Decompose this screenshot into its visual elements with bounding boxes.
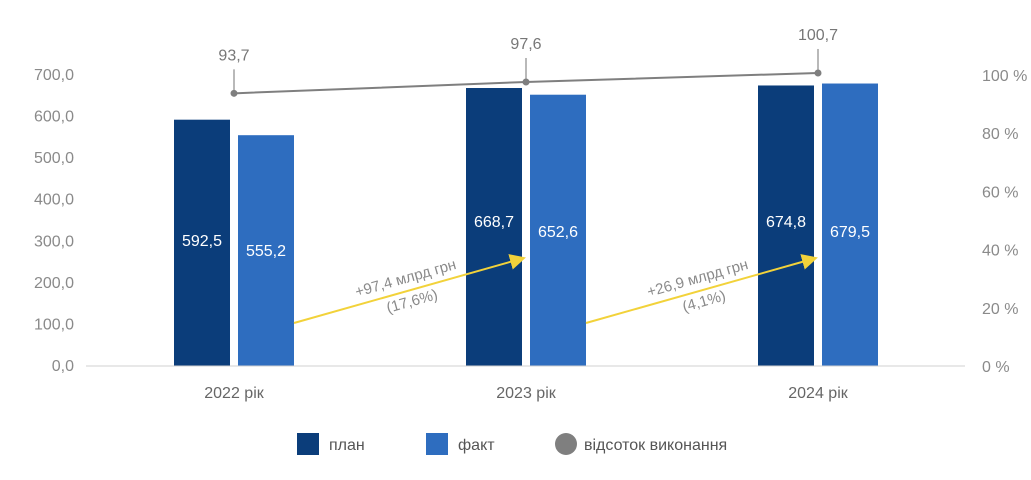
- y2-tick-label: 40 %: [982, 243, 1018, 260]
- bar-plan: [174, 119, 230, 366]
- bar-data-label: 668,7: [474, 214, 514, 231]
- y-tick-label: 500,0: [34, 150, 74, 167]
- y-tick-label: 300,0: [34, 233, 74, 250]
- legend-swatch-plan: [297, 433, 319, 455]
- growth-arrow: [293, 254, 526, 324]
- x-axis: 2022 рік 2023 рік 2024 рік: [86, 365, 965, 402]
- line-data-label: 97,6: [510, 36, 541, 53]
- y-tick-label: 0,0: [52, 358, 74, 375]
- y-axis-left: 0,0 100,0 200,0 300,0 400,0 500,0 600,0 700,0: [34, 67, 74, 375]
- legend-marker-completion: [555, 433, 577, 455]
- y-tick-label: 700,0: [34, 67, 74, 84]
- y-tick-label: 100,0: [34, 316, 74, 333]
- bar-data-label: 555,2: [246, 243, 286, 260]
- completion-line: 93,7 97,6 100,7: [218, 27, 838, 97]
- legend-label-fact: факт: [458, 437, 495, 454]
- line-point: [814, 69, 822, 77]
- bar-data-label: 674,8: [766, 214, 806, 231]
- y2-tick-label: 0 %: [982, 359, 1010, 376]
- bar-fact: [822, 83, 878, 366]
- y-tick-label: 200,0: [34, 275, 74, 292]
- line-data-label: 93,7: [218, 47, 249, 64]
- bar-fact: [530, 94, 586, 366]
- x-tick-label: 2024 рік: [788, 385, 848, 402]
- legend-label-plan: план: [329, 437, 365, 454]
- line-point: [522, 78, 530, 86]
- x-tick-label: 2023 рік: [496, 385, 556, 402]
- bar-data-label: 652,6: [538, 224, 578, 241]
- line-point: [230, 89, 238, 97]
- bar-data-label: 679,5: [830, 224, 870, 241]
- bars: [174, 83, 878, 367]
- y-tick-label: 600,0: [34, 109, 74, 126]
- bar-data-label: 592,5: [182, 233, 222, 250]
- legend-swatch-fact: [426, 433, 448, 455]
- bar-plan: [466, 88, 522, 367]
- y2-tick-label: 60 %: [982, 184, 1018, 201]
- y2-tick-label: 20 %: [982, 301, 1018, 318]
- bar-plan: [758, 85, 814, 366]
- bar-fact: [238, 135, 294, 366]
- y-axis-right: 0 % 20 % 40 % 60 % 80 % 100 %: [982, 68, 1027, 376]
- legend-label-completion: відсоток виконання: [584, 437, 727, 454]
- y2-tick-label: 100 %: [982, 68, 1027, 85]
- x-tick-label: 2022 рік: [204, 385, 264, 402]
- legend: план факт відсоток виконання: [297, 433, 727, 455]
- line-data-label: 100,7: [798, 27, 838, 44]
- y-tick-label: 400,0: [34, 192, 74, 209]
- bar-labels: 592,5 555,2 668,7 652,6 674,8 679,5: [182, 214, 870, 260]
- growth-percent: (4,1%): [681, 287, 728, 315]
- y2-tick-label: 80 %: [982, 126, 1018, 143]
- growth-arrow: [585, 254, 818, 324]
